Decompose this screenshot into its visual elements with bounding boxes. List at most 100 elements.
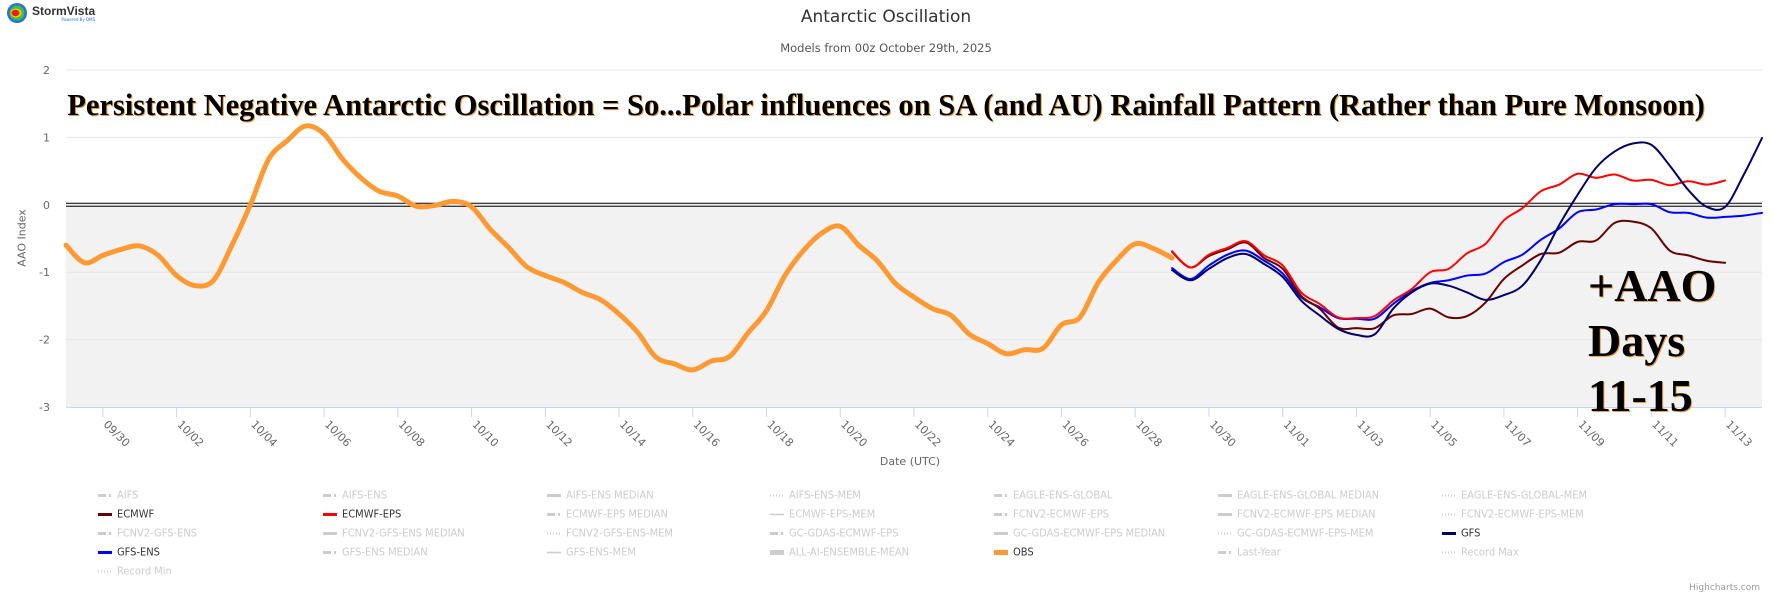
x-tick-label: 10/24: [986, 418, 1018, 450]
legend-label: GC-GDAS-ECMWF-EPS: [789, 526, 899, 540]
legend-label: GC-GDAS-ECMWF-EPS MEDIAN: [1013, 526, 1166, 540]
legend-item-fcnv2-gfs-ens-median[interactable]: FCNV2-GFS-ENS MEDIAN: [323, 527, 465, 540]
legend-item-gc-gdas-ecmwf-eps[interactable]: GC-GDAS-ECMWF-EPS: [770, 527, 899, 540]
legend-item-gc-gdas-ecmwf-eps-median[interactable]: GC-GDAS-ECMWF-EPS MEDIAN: [994, 527, 1165, 540]
legend-item-ecmwf-eps-mem[interactable]: ECMWF-EPS-MEM: [770, 508, 875, 521]
logo-brand: StormVista: [32, 3, 96, 18]
logo-tagline: Powered By DMS: [61, 16, 96, 22]
legend-label: ALL-AI-ENSEMBLE-MEAN: [789, 545, 909, 559]
legend-label: AIFS-ENS MEDIAN: [566, 488, 654, 502]
legend-symbol-icon: [547, 493, 561, 497]
chart-title: Antarctic Oscillation: [800, 7, 972, 27]
legend-symbol-icon: [770, 549, 784, 555]
legend-item-ecmwf-eps-median[interactable]: ECMWF-EPS MEDIAN: [547, 508, 668, 521]
legend-symbol-icon: [1218, 493, 1232, 497]
legend-label: Record Max: [1461, 545, 1519, 559]
legend-symbol-icon: [994, 549, 1008, 555]
legend-label: FCNV2-ECMWF-EPS MEDIAN: [1237, 507, 1376, 521]
x-tick-label: 10/20: [838, 418, 870, 450]
legend-item-fcnv2-ecmwf-eps-median[interactable]: FCNV2-ECMWF-EPS MEDIAN: [1218, 508, 1376, 521]
y-tick-label: -3: [39, 401, 50, 414]
legend-label: GFS-ENS MEDIAN: [342, 545, 428, 559]
x-tick-label: 10/06: [322, 418, 354, 450]
legend-item-fcnv2-ecmwf-eps-mem[interactable]: FCNV2-ECMWF-EPS-MEM: [1442, 508, 1584, 521]
legend-symbol-icon: [770, 513, 784, 515]
legend-label: FCNV2-ECMWF-EPS: [1013, 507, 1109, 521]
y-tick-label: -2: [39, 334, 50, 347]
legend-symbol-icon: [994, 512, 1008, 516]
annotation-line: Days: [1588, 315, 1686, 366]
legend-item-fcnv2-gfs-ens[interactable]: FCNV2-GFS-ENS: [98, 527, 197, 540]
legend-item-fcnv2-ecmwf-eps[interactable]: FCNV2-ECMWF-EPS: [994, 508, 1109, 521]
x-tick-label: 11/13: [1723, 418, 1755, 450]
legend-item-all-ai-ensemble-mean[interactable]: ALL-AI-ENSEMBLE-MEAN: [770, 546, 909, 559]
annotation-headline: Persistent Negative Antarctic Oscillatio…: [67, 88, 1705, 122]
legend-item-last-year[interactable]: Last-Year: [1218, 546, 1281, 559]
legend-item-ecmwf[interactable]: ECMWF: [98, 508, 154, 521]
legend-symbol-icon: [323, 512, 337, 516]
legend-label: EAGLE-ENS-GLOBAL-MEM: [1461, 488, 1588, 502]
legend-label: ECMWF-EPS: [342, 507, 402, 521]
legend-item-gfs-ens[interactable]: GFS-ENS: [98, 546, 160, 559]
legend-symbol-icon: [1442, 531, 1456, 535]
legend-symbol-icon: [98, 550, 112, 554]
legend-label: EAGLE-ENS-GLOBAL: [1013, 488, 1113, 502]
legend-item-record-min[interactable]: Record Min: [98, 565, 172, 578]
y-tick-label: 2: [43, 64, 50, 77]
legend-symbol-icon: [547, 551, 561, 553]
legend-label: ECMWF-EPS-MEM: [789, 507, 876, 521]
x-tick-label: 10/18: [764, 418, 796, 450]
annotation-line: 11-15: [1588, 370, 1693, 421]
legend-symbol-icon: [1442, 551, 1456, 553]
legend-item-aifs[interactable]: AIFS: [98, 489, 138, 502]
legend-symbol-icon: [1218, 512, 1232, 516]
legend-symbol-icon: [98, 493, 112, 497]
legend-label: Record Min: [117, 564, 172, 578]
legend-item-obs[interactable]: OBS: [994, 546, 1034, 559]
logo-radar-icon: [7, 3, 27, 23]
legend-item-eagle-ens-global-mem[interactable]: EAGLE-ENS-GLOBAL-MEM: [1442, 489, 1587, 502]
x-tick-label: 11/07: [1502, 418, 1534, 450]
legend-label: AIFS: [117, 488, 139, 502]
legend-label: ECMWF: [117, 507, 155, 521]
highcharts-credits[interactable]: Highcharts.com: [1689, 583, 1760, 593]
legend-symbol-icon: [323, 493, 337, 497]
legend-item-eagle-ens-global-median[interactable]: EAGLE-ENS-GLOBAL MEDIAN: [1218, 489, 1379, 502]
legend-label: Last-Year: [1237, 545, 1281, 559]
legend-symbol-icon: [770, 494, 784, 496]
y-tick-label: 0: [43, 199, 50, 212]
legend-item-aifs-ens[interactable]: AIFS-ENS: [323, 489, 387, 502]
legend-symbol-icon: [1218, 532, 1232, 534]
x-tick-label: 10/14: [617, 418, 649, 450]
x-tick-label: 10/26: [1059, 418, 1091, 450]
legend-item-gfs[interactable]: GFS: [1442, 527, 1480, 540]
x-tick-label: 10/10: [469, 418, 501, 450]
x-tick-label: 10/28: [1133, 418, 1165, 450]
stormvista-logo: StormVista Powered By DMS: [6, 2, 95, 24]
legend-item-record-max[interactable]: Record Max: [1442, 546, 1519, 559]
legend-symbol-icon: [98, 570, 112, 572]
legend-item-eagle-ens-global[interactable]: EAGLE-ENS-GLOBAL: [994, 489, 1112, 502]
legend-item-fcnv2-gfs-ens-mem[interactable]: FCNV2-GFS-ENS-MEM: [547, 527, 673, 540]
legend-label: FCNV2-GFS-ENS: [117, 526, 198, 540]
legend-symbol-icon: [770, 531, 784, 535]
legend-item-gfs-ens-median[interactable]: GFS-ENS MEDIAN: [323, 546, 428, 559]
legend-symbol-icon: [994, 531, 1008, 535]
legend-item-gfs-ens-mem[interactable]: GFS-ENS-MEM: [547, 546, 636, 559]
x-tick-label: 10/16: [691, 418, 723, 450]
legend-label: FCNV2-GFS-ENS MEDIAN: [342, 526, 465, 540]
legend-label: AIFS-ENS-MEM: [789, 488, 861, 502]
x-tick-label: 10/22: [912, 418, 944, 450]
negative-plot-band: [66, 204, 1762, 407]
legend-item-ecmwf-eps[interactable]: ECMWF-EPS: [323, 508, 401, 521]
x-tick-label: 11/03: [1354, 418, 1386, 450]
legend-item-gc-gdas-ecmwf-eps-mem[interactable]: GC-GDAS-ECMWF-EPS-MEM: [1218, 527, 1373, 540]
legend-label: ECMWF-EPS MEDIAN: [566, 507, 668, 521]
legend-symbol-icon: [547, 532, 561, 534]
legend-item-aifs-ens-mem[interactable]: AIFS-ENS-MEM: [770, 489, 861, 502]
legend-item-aifs-ens-median[interactable]: AIFS-ENS MEDIAN: [547, 489, 654, 502]
legend-symbol-icon: [323, 550, 337, 554]
legend-symbol-icon: [1218, 550, 1232, 554]
legend-label: FCNV2-GFS-ENS-MEM: [566, 526, 673, 540]
